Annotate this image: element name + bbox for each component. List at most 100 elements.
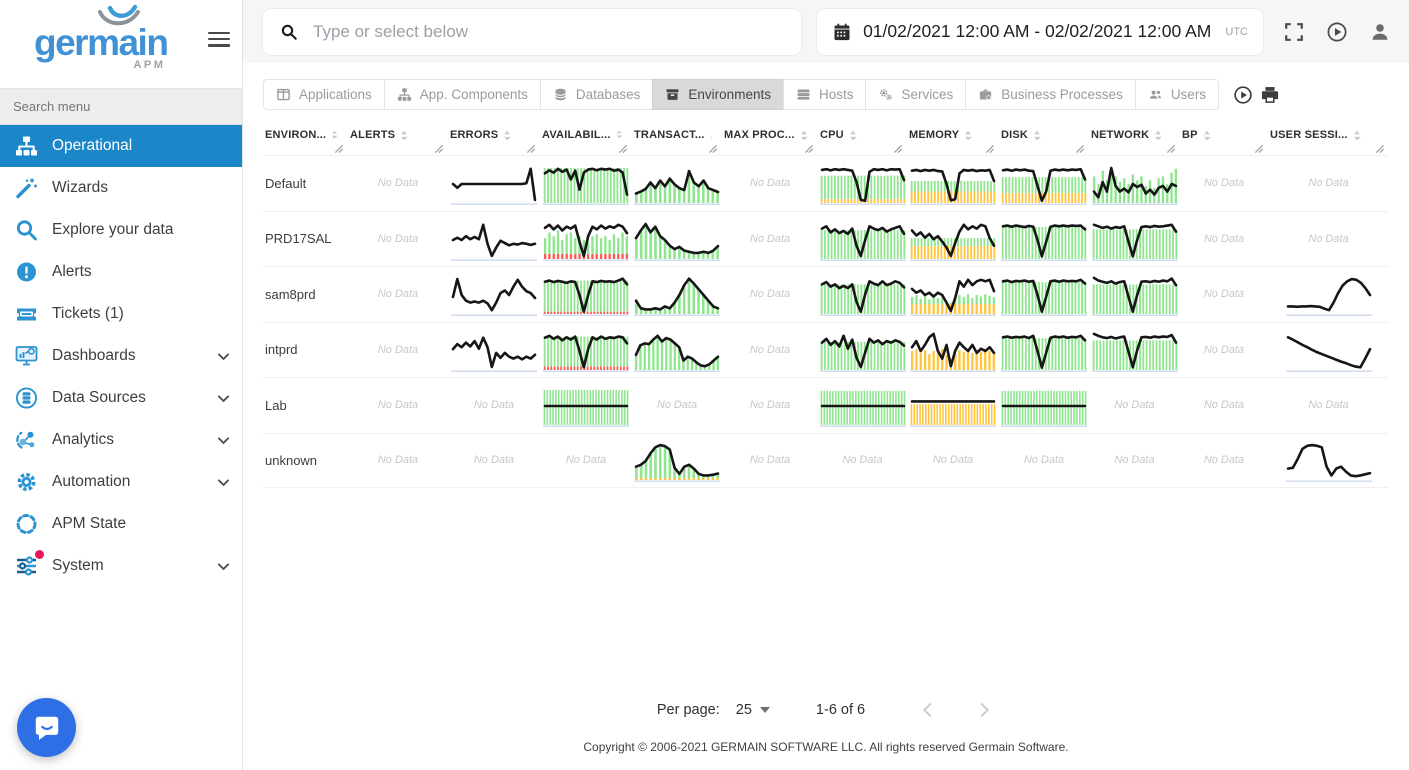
chat-button[interactable]	[17, 698, 76, 757]
column-header-alerts[interactable]: ALERTS	[348, 122, 448, 155]
sparkline-chart-usersessions[interactable]	[1285, 272, 1372, 317]
chevron-down-icon[interactable]	[215, 432, 232, 449]
sparkline-chart-memory[interactable]	[910, 383, 996, 428]
tab-app-components[interactable]: App. Components	[383, 79, 541, 110]
sparkline-chart-errors[interactable]	[451, 161, 537, 206]
column-header-env[interactable]: ENVIRON...	[263, 122, 348, 155]
sidebar-item-wizards[interactable]: Wizards	[0, 167, 242, 209]
hamburger-menu-icon[interactable]	[208, 28, 230, 50]
sort-icon[interactable]	[709, 130, 712, 142]
sparkline-chart-availability[interactable]	[543, 328, 629, 372]
column-resize-handle[interactable]	[893, 144, 902, 153]
sparkline-chart-errors[interactable]	[451, 328, 537, 372]
tab-users[interactable]: Users	[1134, 79, 1220, 110]
sparkline-chart-availability[interactable]	[543, 161, 629, 206]
column-header-bp[interactable]: BP	[1180, 122, 1268, 155]
prev-page-button[interactable]	[917, 699, 939, 721]
sparkline-chart-network[interactable]	[1091, 272, 1178, 317]
table-row-prd17sal[interactable]: PRD17SAL No Data No Data No Data No Data	[263, 210, 1389, 267]
sort-icon[interactable]	[1353, 130, 1361, 142]
sort-icon[interactable]	[616, 130, 622, 142]
sparkline-chart-disk[interactable]	[1001, 383, 1087, 428]
sparkline-chart-disk[interactable]	[1001, 272, 1087, 317]
column-resize-handle[interactable]	[1375, 144, 1384, 153]
date-range-picker[interactable]: 01/02/2021 12:00 AM - 02/02/2021 12:00 A…	[817, 8, 1263, 55]
replay-button[interactable]	[1233, 85, 1253, 105]
sparkline-chart-transaction[interactable]	[634, 328, 720, 372]
tab-hosts[interactable]: Hosts	[782, 79, 867, 110]
sidebar-item-analytics[interactable]: Analytics	[0, 419, 242, 461]
tab-services[interactable]: Services	[865, 79, 967, 110]
environment-name[interactable]: PRD17SAL	[265, 231, 332, 247]
sparkline-chart-network[interactable]	[1091, 217, 1178, 261]
sidebar-item-alerts[interactable]: Alerts	[0, 251, 242, 293]
sparkline-chart-disk[interactable]	[1001, 217, 1087, 261]
sort-icon[interactable]	[331, 130, 338, 142]
column-header-memory[interactable]: MEMORY	[907, 122, 999, 155]
sort-icon[interactable]	[849, 130, 857, 142]
next-page-button[interactable]	[973, 699, 995, 721]
column-header-cpu[interactable]: CPU	[818, 122, 907, 155]
sidebar-item-data-sources[interactable]: Data Sources	[0, 377, 242, 419]
sparkline-chart-network[interactable]	[1091, 328, 1178, 372]
table-row-unknown[interactable]: unknown No Data No Data No Data No Data No Da…	[263, 432, 1389, 488]
tab-applications[interactable]: Applications	[263, 79, 385, 110]
sparkline-chart-cpu[interactable]	[819, 272, 906, 317]
chevron-down-icon[interactable]	[215, 348, 232, 365]
table-row-intprd[interactable]: intprd No Data No Data No Data	[263, 321, 1389, 378]
sort-icon[interactable]	[1154, 130, 1163, 142]
environment-name[interactable]: intprd	[265, 342, 298, 358]
play-button[interactable]	[1326, 21, 1348, 43]
sparkline-chart-memory[interactable]	[910, 217, 996, 261]
sparkline-chart-cpu[interactable]	[819, 328, 906, 372]
sparkline-chart-usersessions[interactable]	[1285, 328, 1372, 372]
sort-icon[interactable]	[1033, 130, 1042, 142]
print-button[interactable]	[1260, 85, 1280, 105]
column-resize-handle[interactable]	[334, 144, 343, 153]
column-header-network[interactable]: NETWORK	[1089, 122, 1180, 155]
germain-logo[interactable]: germain APM	[34, 4, 169, 71]
table-row-lab[interactable]: Lab No Data No Data No Data No Data No Data No…	[263, 377, 1389, 433]
sparkline-chart-transaction[interactable]	[634, 272, 720, 317]
global-search-input[interactable]	[311, 20, 785, 43]
column-resize-handle[interactable]	[1075, 144, 1084, 153]
fullscreen-button[interactable]	[1283, 21, 1305, 43]
chevron-down-icon[interactable]	[215, 474, 232, 491]
environment-name[interactable]: Default	[265, 175, 307, 191]
sparkline-chart-transaction[interactable]	[634, 217, 720, 261]
sparkline-chart-errors[interactable]	[451, 217, 537, 261]
tab-databases[interactable]: Databases	[539, 79, 654, 110]
column-resize-handle[interactable]	[804, 144, 813, 153]
sidebar-item-apm-state[interactable]: APM State	[0, 503, 242, 545]
sparkline-chart-availability[interactable]	[543, 272, 629, 317]
sparkline-chart-cpu[interactable]	[819, 161, 906, 206]
sparkline-chart-network[interactable]	[1091, 161, 1178, 206]
sidebar-search-input[interactable]	[0, 88, 242, 125]
sort-icon[interactable]	[1203, 130, 1211, 142]
sparkline-chart-usersessions[interactable]	[1285, 438, 1372, 483]
sparkline-chart-disk[interactable]	[1001, 328, 1087, 372]
column-header-maxproc[interactable]: MAX PROC...	[722, 122, 818, 155]
column-resize-handle[interactable]	[526, 144, 535, 153]
environment-name[interactable]: Lab	[265, 397, 287, 413]
tab-environments[interactable]: Environments	[652, 79, 784, 110]
global-search[interactable]	[263, 8, 802, 55]
sort-icon[interactable]	[400, 130, 409, 142]
column-resize-handle[interactable]	[985, 144, 994, 153]
column-header-errors[interactable]: ERRORS	[448, 122, 540, 155]
sparkline-chart-errors[interactable]	[451, 272, 537, 317]
sort-icon[interactable]	[800, 130, 808, 142]
sparkline-chart-availability[interactable]	[543, 383, 629, 428]
sparkline-chart-disk[interactable]	[1001, 161, 1087, 206]
sparkline-chart-memory[interactable]	[910, 328, 996, 372]
sparkline-chart-availability[interactable]	[543, 217, 629, 261]
sparkline-chart-cpu[interactable]	[819, 217, 906, 261]
column-header-disk[interactable]: DISK	[999, 122, 1089, 155]
sparkline-chart-transaction[interactable]	[634, 438, 720, 483]
chevron-down-icon[interactable]	[215, 390, 232, 407]
column-header-transaction[interactable]: TRANSACT...	[632, 122, 722, 155]
user-menu-button[interactable]	[1369, 21, 1391, 43]
sidebar-item-operational[interactable]: Operational	[0, 125, 242, 167]
column-resize-handle[interactable]	[708, 144, 717, 153]
column-header-availability[interactable]: AVAILABIL...	[540, 122, 632, 155]
